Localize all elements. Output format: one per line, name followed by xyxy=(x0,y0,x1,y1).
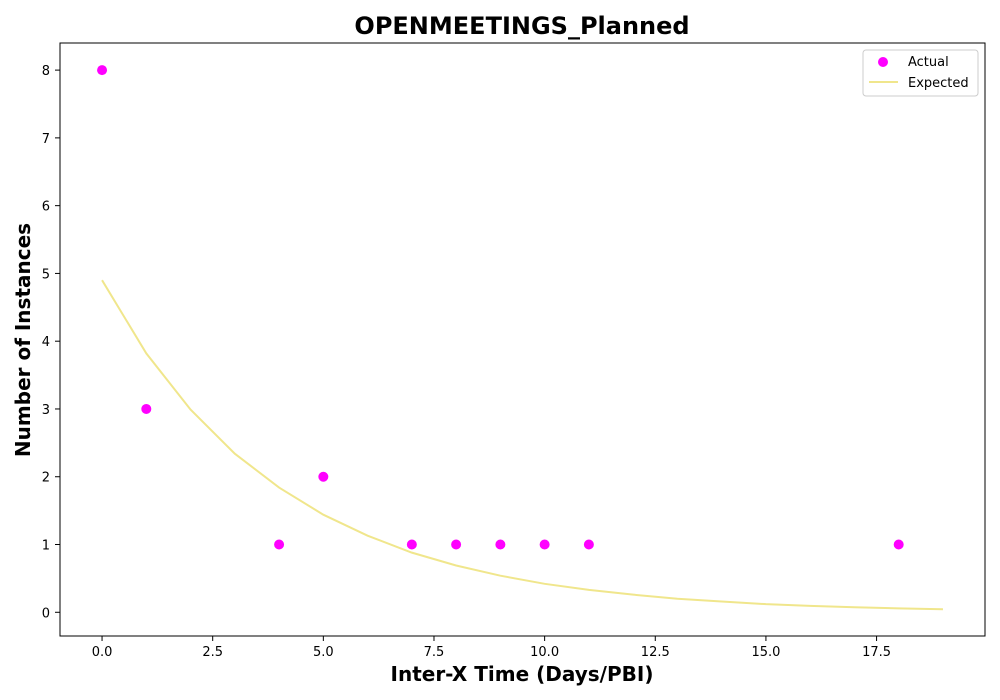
actual-data-point xyxy=(583,539,594,550)
legend-expected-label: Expected xyxy=(908,76,969,91)
y-axis-label: Number of Instances xyxy=(11,223,35,457)
x-axis-label: Inter-X Time (Days/PBI) xyxy=(391,662,654,686)
chart-title: OPENMEETINGS_Planned xyxy=(354,12,689,40)
y-axis: 0 1 2 3 4 5 6 7 8 xyxy=(42,64,60,621)
x-tick-label: 2.5 xyxy=(202,645,223,660)
expected-series-line xyxy=(101,279,943,611)
y-tick-label: 1 xyxy=(42,539,50,554)
x-tick-label: 15.0 xyxy=(751,645,780,660)
y-tick-label: 2 xyxy=(42,471,50,486)
actual-data-point xyxy=(141,403,152,414)
actual-data-point xyxy=(274,539,285,550)
actual-data-point xyxy=(97,65,108,76)
x-tick-label: 17.5 xyxy=(862,645,891,660)
actual-data-point xyxy=(893,539,904,550)
x-tick-label: 0.0 xyxy=(92,645,113,660)
y-tick-label: 3 xyxy=(42,403,50,418)
actual-data-point xyxy=(406,539,417,550)
x-tick-label: 10.0 xyxy=(530,645,559,660)
x-tick-label: 5.0 xyxy=(313,645,334,660)
actual-data-point xyxy=(318,471,329,482)
actual-data-point xyxy=(539,539,550,550)
y-tick-label: 4 xyxy=(42,335,50,350)
plot-content xyxy=(97,65,943,611)
legend: Actual Expected xyxy=(862,49,979,97)
actual-data-point xyxy=(451,539,462,550)
legend-actual-marker xyxy=(878,57,888,67)
actual-data-point xyxy=(495,539,506,550)
y-tick-label: 5 xyxy=(42,267,50,282)
legend-box xyxy=(862,49,979,97)
x-tick-label: 7.5 xyxy=(424,645,445,660)
plot-area xyxy=(59,42,986,637)
y-tick-label: 7 xyxy=(42,132,50,147)
x-axis: 0.0 2.5 5.0 7.5 10.0 12.5 15.0 17.5 xyxy=(92,636,891,660)
x-tick-label: 12.5 xyxy=(641,645,670,660)
y-tick-label: 0 xyxy=(42,606,50,621)
y-tick-label: 6 xyxy=(42,200,50,215)
y-tick-label: 8 xyxy=(42,64,50,79)
legend-actual-label: Actual xyxy=(908,55,949,70)
